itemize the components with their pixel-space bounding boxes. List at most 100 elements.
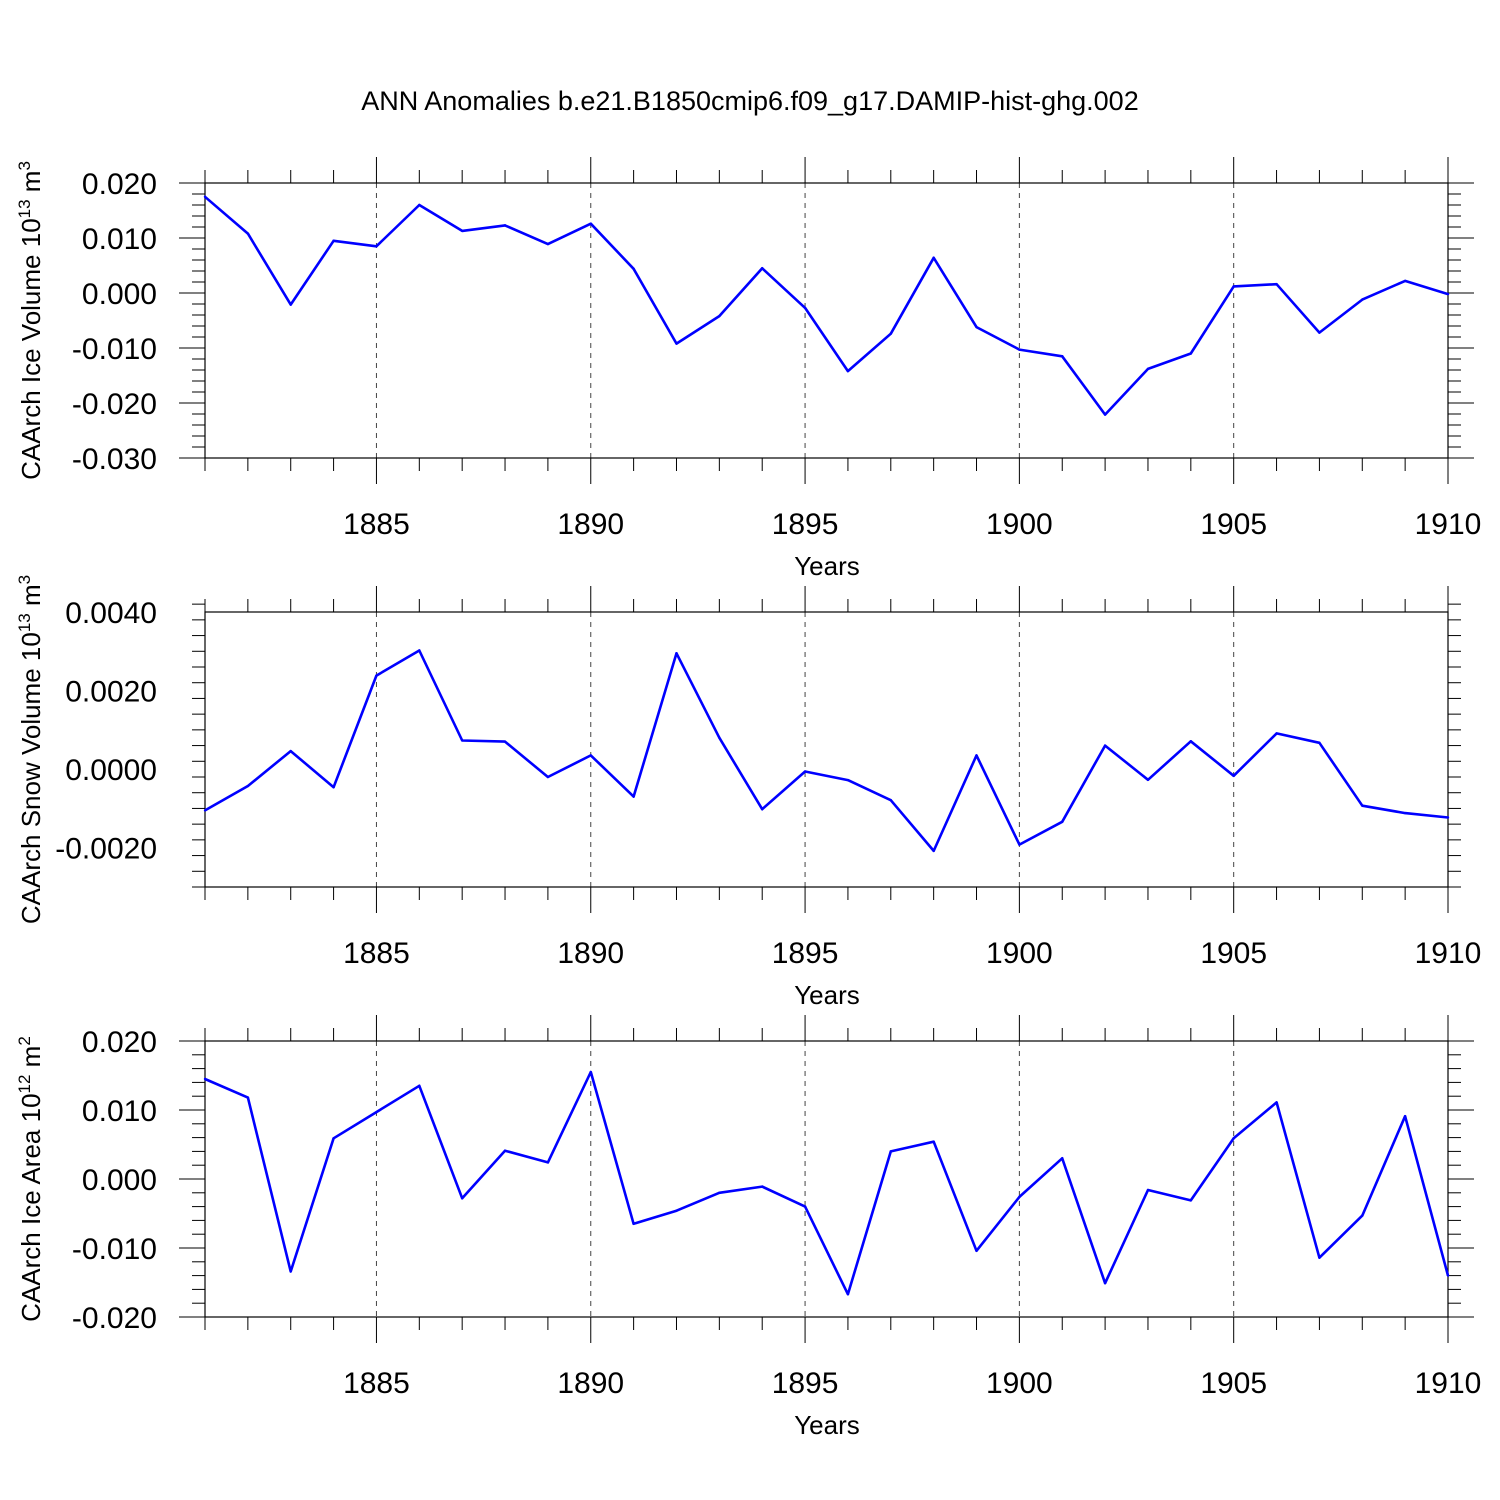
y-tick-label: -0.020 [72,388,157,421]
y-tick-label: 0.000 [82,1164,157,1197]
y-axis-label: CAArch Ice Volume 1013 m3 [15,161,46,480]
data-point [1361,298,1364,301]
data-point [546,1161,550,1164]
data-point [675,1209,678,1212]
data-point [1403,279,1407,283]
x-tick-label: 1900 [986,508,1053,541]
x-tick-label: 1890 [557,937,624,970]
data-point [332,786,335,789]
data-point [632,267,635,270]
data-point [246,784,250,788]
panel-3: 1885 1890 1895 1900 1905 1910 -0.020 -0.010 0.00… [15,1015,1481,1440]
x-tick-label: 1910 [1415,1367,1482,1400]
y-axis-label: CAArch Snow Volume 1013 m3 [15,575,46,924]
y-tick-label: -0.010 [72,333,157,366]
data-point [632,1222,635,1226]
data-point [503,1149,507,1152]
data-point [1232,774,1235,778]
data-point [1146,1188,1150,1192]
panel-2: 1885 1890 1895 1900 1905 1910 -0.0020 0.0000 0.0… [15,575,1481,1010]
series-line [204,649,1449,853]
data-point [1103,413,1107,416]
data-point [546,775,550,779]
data-point [1061,820,1064,823]
data-point [246,232,250,235]
data-point [1061,355,1064,358]
data-point [589,754,592,757]
x-tick-label: 1910 [1415,508,1482,541]
data-point [1189,352,1193,355]
data-point [418,203,421,207]
data-point [1189,740,1193,743]
y-tick-label: 0.020 [82,168,157,201]
data-point [246,1096,250,1099]
y-tick-label: -0.010 [72,1233,157,1266]
data-point [675,342,678,345]
data-point [761,267,764,270]
data-point [332,239,335,242]
data-point [1446,1274,1450,1277]
x-tick-label: 1900 [986,1367,1053,1400]
data-point [203,809,207,812]
data-point [632,795,635,798]
x-tick-label: 1905 [1200,508,1267,541]
y-tick-label: 0.0040 [65,597,157,630]
plot-frame [204,182,1449,459]
data-point [932,1140,935,1143]
x-tick-label: 1890 [557,1367,624,1400]
data-point [1018,348,1021,351]
data-point [1275,283,1278,286]
data-point [289,303,292,306]
data-point [889,332,892,335]
data-point [1061,1157,1064,1160]
data-point [460,1197,464,1200]
data-point [1103,1281,1107,1285]
data-point [589,222,592,225]
data-point [1275,1101,1278,1104]
data-point [1189,1199,1193,1202]
data-point [1018,1195,1021,1199]
data-point [332,1137,335,1140]
x-tick-label: 1900 [986,937,1053,970]
x-tick-label: 1885 [343,937,410,970]
y-axis-label: CAArch Ice Area 1012 m2 [15,1036,46,1322]
plot-frame [204,1040,1449,1318]
data-point [1361,1214,1364,1217]
y-tick-label: -0.020 [72,1302,157,1335]
data-point [889,798,892,802]
data-point [975,754,978,757]
data-point [846,1293,850,1296]
y-tick-label: 0.020 [82,1026,157,1059]
x-tick-label: 1905 [1200,1367,1267,1400]
data-point [589,1070,592,1074]
y-tick-label: -0.030 [72,443,157,476]
x-tick-label: 1890 [557,508,624,541]
x-axis-label: Years [794,1410,860,1440]
data-point [1275,732,1278,735]
data-point [546,242,550,246]
data-point [460,739,464,742]
x-axis-label: Years [794,551,860,581]
data-point [1146,778,1150,781]
plot-frame [204,611,1449,888]
data-point [1232,1137,1235,1140]
x-tick-label: 1910 [1415,937,1482,970]
data-point [1446,816,1450,819]
x-tick-label: 1895 [772,1367,839,1400]
data-point [375,674,378,677]
series-line [204,195,1449,416]
data-point [460,229,464,233]
data-point [1232,285,1235,288]
data-point [846,778,850,782]
y-tick-label: 0.0000 [65,754,157,787]
data-point [1318,1256,1321,1259]
data-point [761,1185,764,1188]
data-point [846,369,850,373]
chart-title: ANN Anomalies b.e21.B1850cmip6.f09_g17.D… [361,86,1138,116]
data-point [761,808,764,811]
data-point [975,1249,978,1252]
series-line [204,1070,1450,1296]
data-point [1103,744,1107,747]
y-tick-label: 0.000 [82,278,157,311]
